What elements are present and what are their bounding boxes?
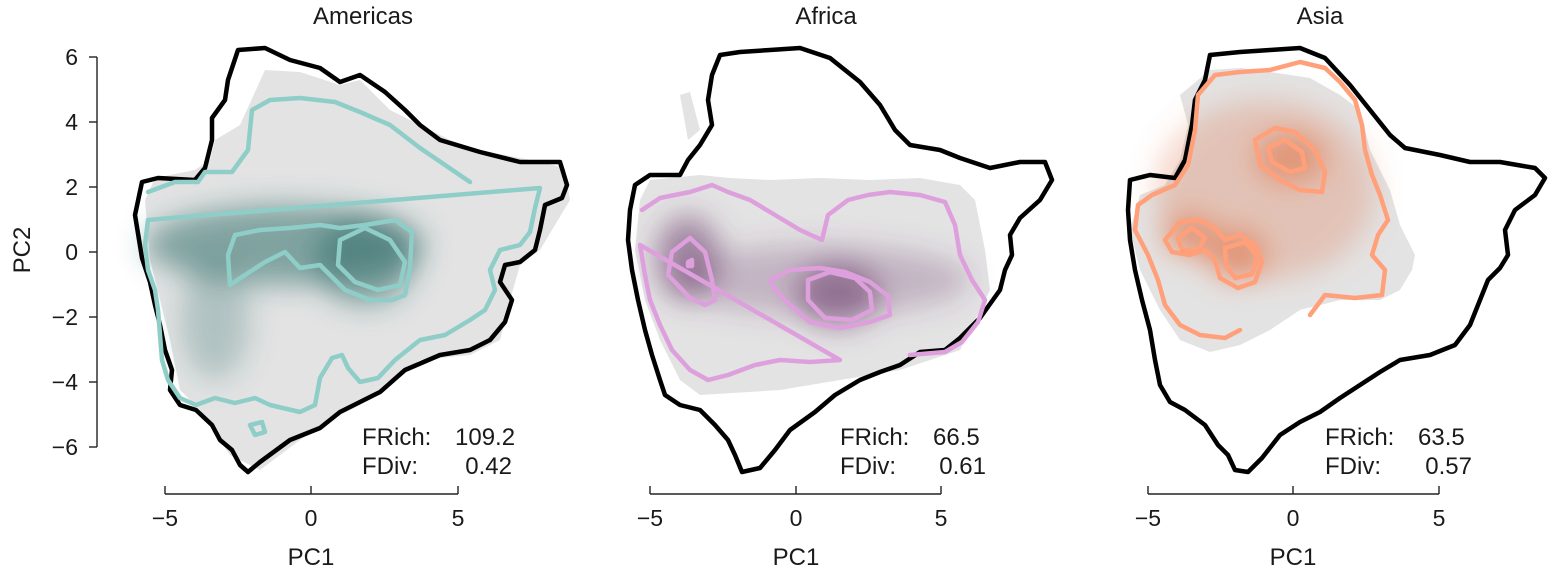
contour-mid [665,235,893,331]
contour-mid [1162,125,1328,291]
panel-asia: Asia −5 0 5 PC1 FRich: 63.5 FDiv: [1125,3,1548,571]
x-tick-label: 5 [452,505,465,531]
y-tick-label: −6 [52,434,78,460]
x-axis-label: PC1 [773,544,820,571]
x-axis-label: PC1 [1270,544,1317,571]
fdiv-label: FDiv: [1325,453,1381,480]
contour-lines [142,95,543,438]
frich-label: FRich: [840,424,909,451]
x-ticks: −5 0 5 [637,486,948,531]
density-background [635,92,990,395]
contour-inner [335,225,408,293]
y-tick-label: 2 [65,174,78,200]
convex-outline [625,45,1055,475]
convex-outline [1125,45,1548,475]
x-tick-label: 5 [935,505,948,531]
panel-title: Americas [313,3,413,30]
x-tick-label: 0 [790,505,803,531]
x-tick-label: −5 [1135,505,1161,531]
x-tick-label: −5 [152,505,178,531]
y-tick-label: 4 [65,109,78,135]
fdiv-value: 0.57 [1425,453,1472,480]
contour-inner [1175,137,1308,281]
fdiv-value: 0.61 [939,453,986,480]
x-tick-label: 0 [1287,505,1300,531]
panel-africa: Africa −5 0 5 PC1 FRich: 66.5 FDiv: [625,3,1055,571]
stats-annotation: FRich: 63.5 FDiv: 0.57 [1325,424,1472,480]
frich-label: FRich: [362,424,431,451]
contour-outer [142,95,543,415]
y-tick-label: 6 [65,44,78,70]
panel-title: Africa [795,3,857,30]
x-ticks: −5 0 5 [152,486,465,531]
fdiv-label: FDiv: [362,453,418,480]
contour-outer [1132,59,1391,341]
y-ticks: 6 4 2 0 −2 −4 −6 [52,44,97,460]
density-blob [1255,133,1325,183]
contour-lines [637,182,988,383]
frich-value: 66.5 [933,424,980,451]
stats-annotation: FRich: 109.2 FDiv: 0.42 [362,424,515,480]
x-ticks: −5 0 5 [1135,486,1446,531]
contour-mid [225,217,415,303]
y-tick-label: −2 [52,304,78,330]
stats-annotation: FRich: 66.5 FDiv: 0.61 [840,424,986,480]
density-blob [180,260,250,380]
contour-outer [637,182,988,383]
fdiv-label: FDiv: [840,453,896,480]
x-tick-label: 0 [305,505,318,531]
frich-label: FRich: [1325,424,1394,451]
contour-inner [685,257,875,323]
frich-value: 109.2 [455,424,515,451]
x-tick-label: 5 [1433,505,1446,531]
x-axis-label: PC1 [288,544,335,571]
y-axis-label: PC2 [9,227,36,274]
frich-value: 63.5 [1418,424,1465,451]
contour-lines [1132,59,1391,341]
convex-outline [132,45,570,475]
panel-title: Asia [1297,3,1344,30]
y-tick-label: −4 [52,369,78,395]
y-tick-label: 0 [65,239,78,265]
fdiv-value: 0.42 [465,453,512,480]
x-tick-label: −5 [637,505,663,531]
panel-americas: Americas 6 4 2 [9,3,570,571]
contour-small [247,419,268,438]
density-shading [656,216,970,327]
